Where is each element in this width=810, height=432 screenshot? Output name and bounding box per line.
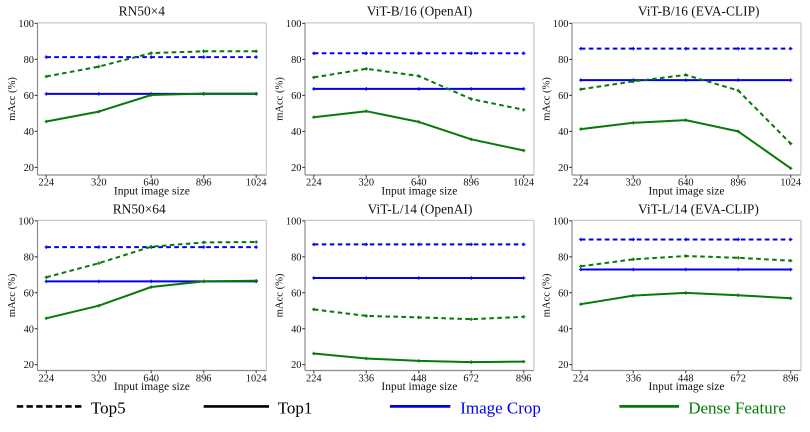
svg-text:Input image size: Input image size (381, 381, 457, 393)
svg-text:40: 40 (291, 127, 301, 138)
svg-text:224: 224 (306, 178, 322, 189)
svg-text:320: 320 (91, 373, 107, 384)
svg-text:1024: 1024 (780, 178, 802, 189)
svg-text:20: 20 (24, 163, 34, 174)
svg-text:60: 60 (24, 288, 34, 299)
svg-text:Input image size: Input image size (648, 381, 724, 393)
svg-text:640: 640 (678, 178, 694, 189)
svg-text:896: 896 (516, 373, 532, 384)
svg-text:mAcc (%): mAcc (%) (541, 77, 552, 121)
svg-text:mAcc (%): mAcc (%) (541, 273, 552, 317)
svg-text:80: 80 (558, 252, 568, 263)
svg-text:mAcc (%): mAcc (%) (274, 273, 285, 317)
svg-text:Image Crop: Image Crop (460, 398, 541, 417)
svg-text:80: 80 (291, 252, 301, 263)
svg-text:20: 20 (291, 163, 301, 174)
svg-text:20: 20 (291, 360, 301, 371)
svg-text:336: 336 (359, 373, 375, 384)
svg-text:1024: 1024 (246, 373, 268, 384)
svg-text:896: 896 (783, 373, 799, 384)
svg-text:ViT-L/14 (EVA-CLIP): ViT-L/14 (EVA-CLIP) (638, 201, 759, 216)
svg-text:640: 640 (143, 178, 159, 189)
svg-text:336: 336 (626, 373, 642, 384)
svg-text:Dense Feature: Dense Feature (688, 398, 786, 417)
svg-text:60: 60 (558, 288, 568, 299)
svg-text:896: 896 (463, 178, 479, 189)
svg-text:60: 60 (291, 91, 301, 102)
svg-text:20: 20 (558, 360, 568, 371)
svg-text:640: 640 (411, 178, 427, 189)
svg-text:mAcc (%): mAcc (%) (274, 77, 285, 121)
svg-text:100: 100 (18, 19, 34, 30)
svg-text:672: 672 (730, 373, 746, 384)
svg-text:40: 40 (558, 324, 568, 335)
svg-text:40: 40 (558, 127, 568, 138)
svg-text:224: 224 (573, 178, 589, 189)
svg-text:896: 896 (196, 373, 212, 384)
svg-text:100: 100 (553, 216, 569, 227)
svg-text:40: 40 (24, 324, 34, 335)
svg-text:224: 224 (39, 178, 55, 189)
svg-text:RN50×64: RN50×64 (113, 201, 166, 216)
svg-text:Input image size: Input image size (381, 186, 457, 198)
svg-text:80: 80 (291, 55, 301, 66)
svg-text:224: 224 (573, 373, 589, 384)
svg-text:mAcc (%): mAcc (%) (7, 77, 18, 121)
svg-text:40: 40 (291, 324, 301, 335)
svg-text:60: 60 (291, 288, 301, 299)
svg-text:672: 672 (463, 373, 479, 384)
svg-text:Input image size: Input image size (648, 186, 724, 198)
svg-text:20: 20 (24, 360, 34, 371)
svg-text:ViT-B/16 (OpenAI): ViT-B/16 (OpenAI) (367, 4, 472, 19)
svg-text:Input image size: Input image size (114, 186, 190, 198)
svg-text:Input image size: Input image size (114, 381, 190, 393)
svg-text:1024: 1024 (246, 178, 268, 189)
svg-text:RN50×4: RN50×4 (119, 4, 166, 19)
svg-text:ViT-L/14 (OpenAI): ViT-L/14 (OpenAI) (368, 201, 473, 216)
svg-text:80: 80 (24, 55, 34, 66)
svg-text:mAcc (%): mAcc (%) (7, 273, 18, 317)
svg-text:896: 896 (196, 178, 212, 189)
svg-text:ViT-B/16 (EVA-CLIP): ViT-B/16 (EVA-CLIP) (638, 4, 760, 19)
svg-text:40: 40 (24, 127, 34, 138)
svg-text:100: 100 (286, 19, 302, 30)
svg-text:640: 640 (143, 373, 159, 384)
svg-text:320: 320 (626, 178, 642, 189)
svg-text:60: 60 (24, 91, 34, 102)
svg-text:80: 80 (24, 252, 34, 263)
svg-text:100: 100 (18, 216, 34, 227)
svg-text:320: 320 (359, 178, 375, 189)
svg-text:448: 448 (678, 373, 694, 384)
svg-text:100: 100 (553, 19, 569, 30)
svg-text:1024: 1024 (513, 178, 535, 189)
svg-text:80: 80 (558, 55, 568, 66)
svg-text:20: 20 (558, 163, 568, 174)
svg-text:224: 224 (306, 373, 322, 384)
svg-text:448: 448 (411, 373, 427, 384)
svg-text:320: 320 (91, 178, 107, 189)
svg-text:60: 60 (558, 91, 568, 102)
svg-text:896: 896 (730, 178, 746, 189)
svg-text:Top1: Top1 (278, 398, 313, 417)
svg-text:224: 224 (39, 373, 55, 384)
svg-text:Top5: Top5 (91, 398, 126, 417)
svg-text:100: 100 (286, 216, 302, 227)
